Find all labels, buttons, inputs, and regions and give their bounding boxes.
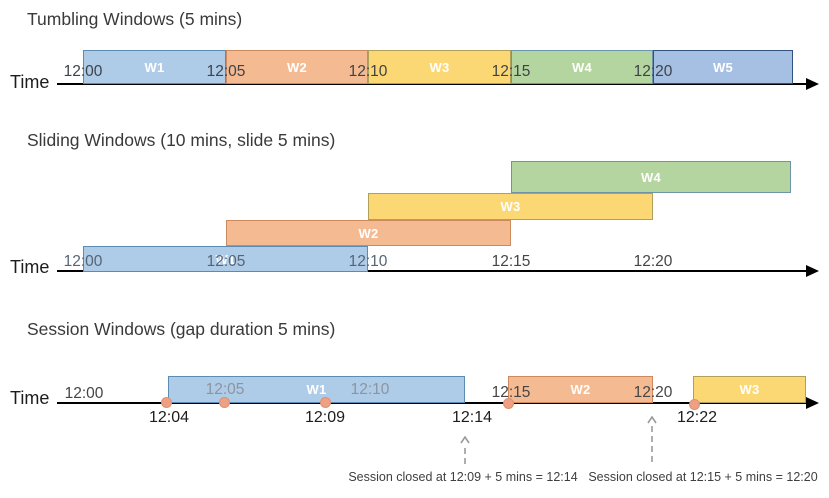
sliding-window-w4: W4 [511,161,791,193]
session-time-label: Time [10,388,50,408]
sliding-tick-1220: 12:20 [633,253,673,270]
window-label: W3 [739,382,760,397]
session-tick-1220: 12:20 [633,384,673,401]
session-tick-1205: 12:05 [205,381,245,398]
event-dot-1222 [689,399,700,410]
sliding-window-w2: W2 [226,220,511,246]
window-label: W2 [358,225,379,241]
session-title: Session Windows (gap duration 5 mins) [27,319,336,339]
event-dot-1209 [320,397,331,408]
session-tick-1200: 12:00 [64,385,104,402]
window-label: W1 [306,382,327,397]
tumbling-window-w3: W3 [368,50,511,84]
sliding-tick-1200: 12:00 [63,253,103,270]
session-event-label-1214: 12:14 [451,409,493,426]
session-window-w3: W3 [693,376,806,403]
session-closed-annotation-2: Session closed at 12:15 + 5 mins = 12:20 [588,470,818,484]
annotation-arrow-up-icon [647,416,657,462]
window-label: W5 [712,59,734,75]
window-label: W4 [640,169,662,185]
window-label: W1 [215,251,236,267]
sliding-tick-1210: 12:10 [348,253,388,270]
tumbling-tick-1220: 12:20 [633,63,673,80]
tumbling-title: Tumbling Windows (5 mins) [27,9,243,29]
sliding-time-axis [57,270,807,272]
session-event-label-1222: 12:22 [676,409,718,426]
sliding-tick-1215: 12:15 [491,253,531,270]
window-label: W2 [286,59,308,75]
annotation-arrow-up-icon [460,436,470,464]
window-label: W1 [144,59,165,75]
event-dot-1215 [503,398,514,409]
session-closed-annotation-1: Session closed at 12:09 + 5 mins = 12:14 [348,470,578,484]
window-label: W3 [429,59,450,75]
session-window-w2: W2 [508,376,653,403]
tumbling-time-axis [57,83,807,85]
session-axis-arrowhead-icon [806,397,819,409]
sliding-window-w3: W3 [368,193,653,220]
tumbling-tick-1200: 12:00 [63,63,103,80]
tumbling-tick-1215: 12:15 [491,63,531,80]
sliding-axis-arrowhead-icon [806,265,819,277]
tumbling-tick-1210: 12:10 [348,63,388,80]
session-window-w1: W1 [168,376,465,403]
event-dot-1204 [161,397,172,408]
session-tick-1210: 12:10 [350,381,390,398]
tumbling-time-label: Time [10,72,50,92]
tumbling-window-w4: W4 [511,50,653,84]
tumbling-window-w2: W2 [226,50,368,84]
sliding-tick-1205: 12:05 [206,253,246,270]
sliding-window-w1: W1 [83,246,368,272]
window-label: W3 [500,199,521,214]
tumbling-window-w1: W1 [83,50,226,84]
tumbling-tick-1205: 12:05 [206,63,246,80]
sliding-title: Sliding Windows (10 mins, slide 5 mins) [27,130,336,150]
window-label: W4 [571,59,593,75]
tumbling-window-w5: W5 [653,50,793,84]
tumbling-axis-arrowhead-icon [806,78,819,90]
session-time-axis [57,402,807,404]
window-label: W2 [570,382,591,397]
sliding-time-label: Time [10,257,50,277]
session-event-label-1209: 12:09 [304,409,346,426]
session-tick-1215: 12:15 [491,384,531,401]
session-event-label-1204: 12:04 [148,409,190,426]
event-dot-1205 [219,397,230,408]
